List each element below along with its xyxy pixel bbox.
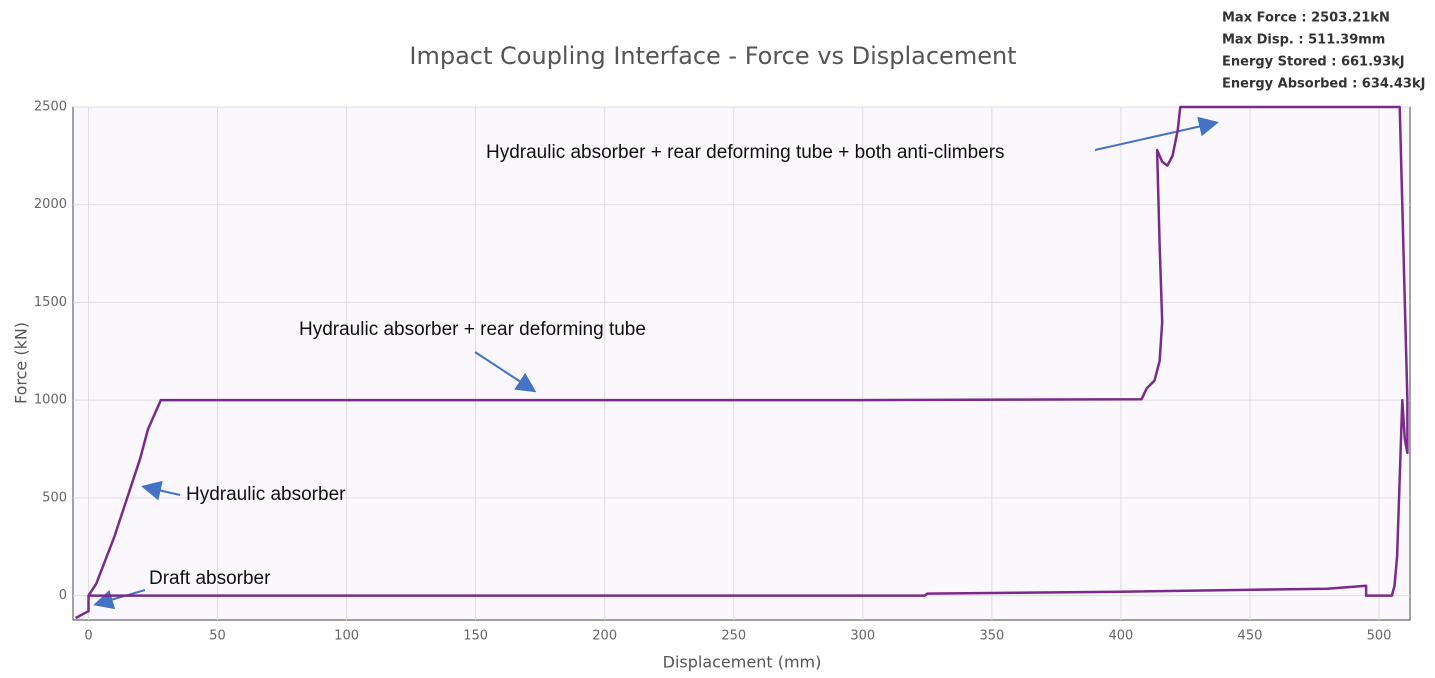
y-tick-label: 500 (42, 490, 67, 505)
x-tick-label: 50 (209, 629, 226, 644)
x-tick-label: 400 (1109, 629, 1134, 644)
stat: Energy Absorbed : 634.43kJ (1222, 77, 1425, 92)
chart-title: Impact Coupling Interface - Force vs Dis… (409, 42, 1016, 70)
x-axis-label: Displacement (mm) (663, 653, 822, 672)
x-tick-label: 200 (592, 629, 617, 644)
x-tick-label: 100 (334, 629, 359, 644)
data-line (75, 105, 1409, 620)
x-tick-label: 250 (721, 629, 746, 644)
y-axis-label: Force (kN) (12, 322, 31, 404)
plot-area (72, 106, 1411, 621)
y-tick-label: 2500 (34, 100, 67, 115)
annotation: Hydraulic absorber (186, 484, 346, 505)
arrows (93, 116, 1219, 610)
x-tick-label: 150 (463, 629, 488, 644)
annotation: Draft absorber (149, 568, 271, 589)
x-tick-label: 500 (1367, 629, 1392, 644)
stat: Energy Stored : 661.93kJ (1222, 55, 1405, 70)
y-tick-label: 1000 (34, 393, 67, 408)
annotation: Hydraulic absorber + rear deforming tube… (486, 142, 1005, 163)
stat: Max Force : 2503.21kN (1222, 11, 1390, 26)
y-tick-label: 0 (59, 588, 67, 603)
stat: Max Disp. : 511.39mm (1222, 33, 1385, 48)
x-tick-label: 450 (1238, 629, 1263, 644)
y-tick-label: 1500 (34, 295, 67, 310)
x-tick-label: 0 (84, 629, 92, 644)
x-tick-label: 350 (979, 629, 1004, 644)
annotation: Hydraulic absorber + rear deforming tube (299, 319, 646, 340)
x-tick-label: 300 (850, 629, 875, 644)
y-tick-label: 2000 (34, 197, 67, 212)
